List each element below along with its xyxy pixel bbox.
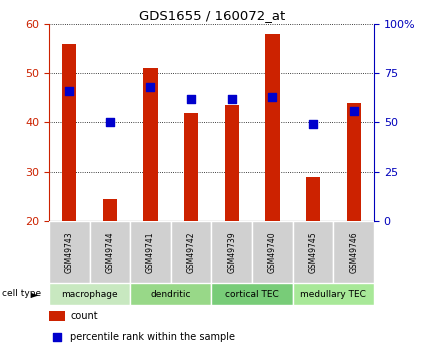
Bar xyxy=(333,221,374,283)
Text: cell type: cell type xyxy=(2,289,41,298)
Bar xyxy=(211,283,293,305)
Bar xyxy=(211,221,252,283)
Text: GSM49741: GSM49741 xyxy=(146,231,155,273)
Text: GSM49744: GSM49744 xyxy=(105,231,114,273)
Text: GSM49742: GSM49742 xyxy=(187,231,196,273)
Point xyxy=(188,96,195,102)
Bar xyxy=(184,112,198,221)
Text: GSM49746: GSM49746 xyxy=(349,231,358,273)
Bar xyxy=(90,221,130,283)
Point xyxy=(269,94,276,100)
Point xyxy=(106,120,113,125)
Bar xyxy=(293,221,333,283)
Bar xyxy=(143,68,158,221)
Text: GSM49740: GSM49740 xyxy=(268,231,277,273)
Text: GSM49743: GSM49743 xyxy=(65,231,74,273)
Point xyxy=(147,84,154,90)
Point xyxy=(228,96,235,102)
Text: GSM49745: GSM49745 xyxy=(309,231,317,273)
Bar xyxy=(49,283,130,305)
Text: GSM49739: GSM49739 xyxy=(227,231,236,273)
Bar xyxy=(171,221,211,283)
Bar xyxy=(62,44,76,221)
Text: percentile rank within the sample: percentile rank within the sample xyxy=(70,332,235,342)
Bar xyxy=(306,177,320,221)
Text: medullary TEC: medullary TEC xyxy=(300,289,366,299)
Point xyxy=(350,108,357,114)
Bar xyxy=(103,199,117,221)
Bar xyxy=(346,103,361,221)
Bar xyxy=(265,34,280,221)
Bar xyxy=(225,105,239,221)
Bar xyxy=(130,283,211,305)
Point xyxy=(310,122,317,127)
Text: dendritic: dendritic xyxy=(150,289,191,299)
Bar xyxy=(130,221,171,283)
Text: cortical TEC: cortical TEC xyxy=(225,289,279,299)
Bar xyxy=(49,221,90,283)
Text: macrophage: macrophage xyxy=(61,289,118,299)
Text: ►: ► xyxy=(31,289,39,299)
Text: GDS1655 / 160072_at: GDS1655 / 160072_at xyxy=(139,9,286,22)
Bar xyxy=(49,311,65,322)
Bar xyxy=(252,221,293,283)
Bar xyxy=(293,283,374,305)
Text: count: count xyxy=(70,311,98,321)
Point xyxy=(66,88,73,94)
